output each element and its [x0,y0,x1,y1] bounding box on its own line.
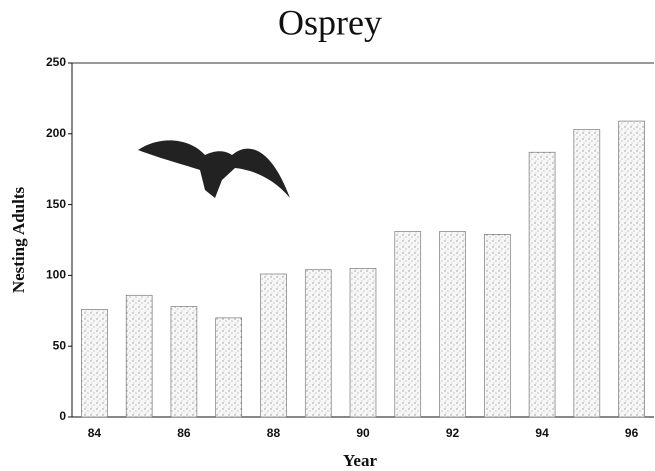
bar-texture [349,268,377,418]
x-tick-label: 94 [535,426,549,440]
x-tick-label: 86 [177,426,191,440]
osprey-illustration [138,140,290,198]
x-tick-label: 90 [356,426,370,440]
bar-texture [260,273,287,418]
bar-texture [81,309,108,418]
x-tick-label: 96 [625,426,639,440]
bar-texture [484,234,511,418]
y-tick-label: 100 [46,268,66,282]
bar-texture [394,231,422,418]
x-tick-label: 88 [267,426,281,440]
x-axis-label: Year [343,451,377,470]
y-tick-label: 0 [59,409,66,423]
chart-title: Osprey [278,2,382,42]
y-tick-label: 150 [46,197,66,211]
bar-texture [125,294,153,418]
bar-texture [215,317,242,418]
y-tick-label: 250 [46,55,66,69]
bar-texture [439,231,466,418]
bar-texture [528,151,556,418]
y-tick-label: 200 [46,126,66,140]
bar-texture [618,120,645,418]
bar-texture [304,269,332,418]
bar-texture [170,306,198,418]
x-tick-label: 84 [88,426,102,440]
x-tick-label: 92 [446,426,460,440]
bar-texture [573,129,601,418]
y-axis-label: Nesting Adults [9,186,28,293]
y-tick-label: 50 [53,338,67,352]
